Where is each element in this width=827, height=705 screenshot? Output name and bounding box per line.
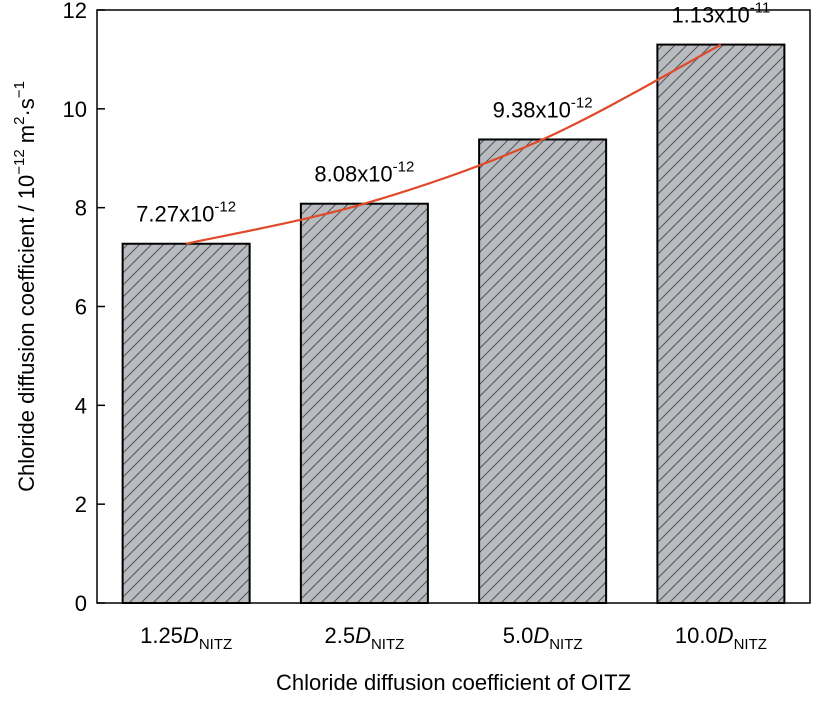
- data-label: 7.27x10-12: [136, 199, 236, 227]
- x-tick-label: 2.5DNITZ: [324, 623, 404, 653]
- y-axis-label: Chloride diffusion coefficient / 10−12 m…: [11, 81, 39, 492]
- bar: [299, 202, 429, 604]
- y-tick-label: 0: [75, 591, 87, 616]
- y-tick-label: 10: [63, 97, 87, 122]
- data-label: 9.38x10-12: [493, 94, 593, 122]
- trend-line: [185, 43, 722, 245]
- data-label: 8.08x10-12: [314, 159, 414, 187]
- x-tick-label: 1.25DNITZ: [140, 623, 232, 653]
- bar: [478, 138, 608, 604]
- bar: [656, 43, 786, 604]
- y-tick-label: 8: [75, 196, 87, 221]
- y-tick-label: 4: [75, 393, 87, 418]
- y-tick-label: 2: [75, 492, 87, 517]
- x-tick-label: 10.0DNITZ: [675, 623, 767, 653]
- x-tick-label: 5.0DNITZ: [503, 623, 583, 653]
- data-label: 1.13x10-11: [671, 0, 770, 28]
- x-axis-label: Chloride diffusion coefficient of OITZ: [276, 670, 631, 695]
- y-tick-label: 12: [63, 0, 87, 23]
- y-tick-label: 6: [75, 295, 87, 320]
- plot-area: 0 2 4 6 8 10 12 7.27x10-12 8.08x10-12 9.38x10-12 1…: [11, 0, 811, 695]
- bar: [121, 242, 251, 604]
